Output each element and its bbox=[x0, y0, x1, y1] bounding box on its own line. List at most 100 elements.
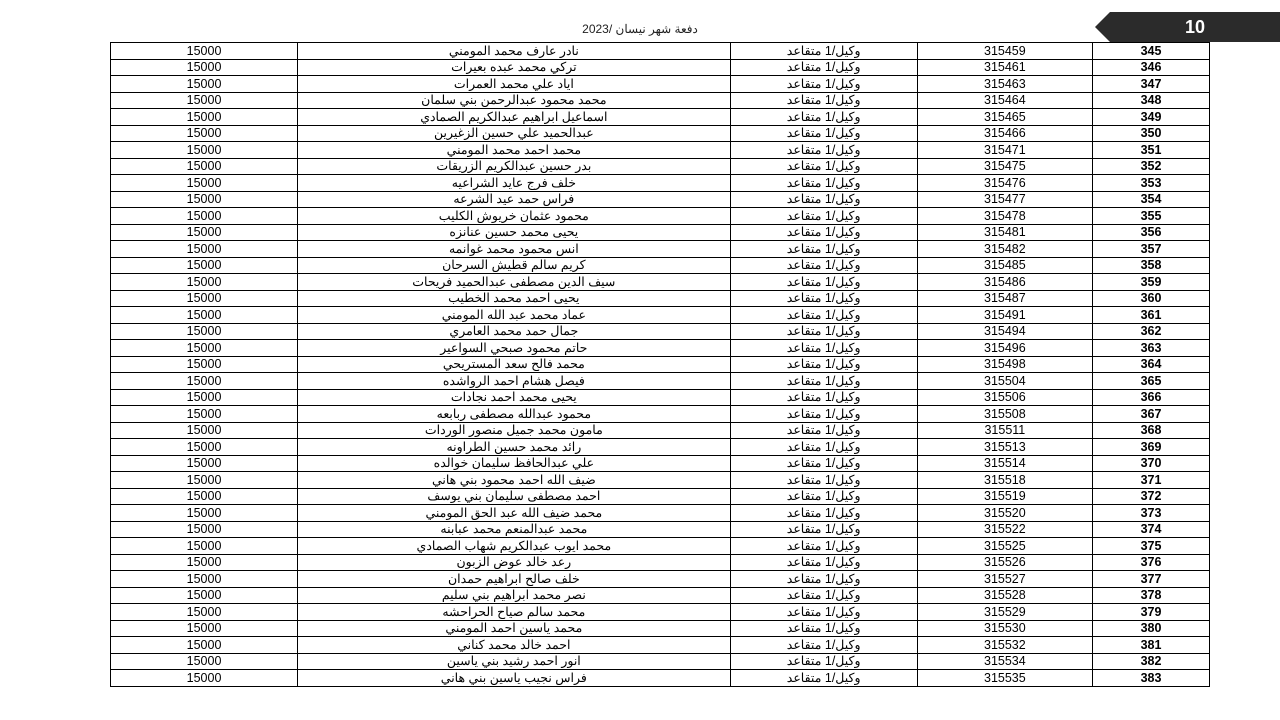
cell-rank: وكيل/1 متقاعد bbox=[730, 142, 917, 159]
cell-name: علي عبدالحافظ سليمان خوالده bbox=[298, 455, 731, 472]
cell-rank: وكيل/1 متقاعد bbox=[730, 175, 917, 192]
cell-rank: وكيل/1 متقاعد bbox=[730, 109, 917, 126]
cell-name: فراس حمد عيد الشرعه bbox=[298, 191, 731, 208]
cell-index: 348 bbox=[1093, 92, 1210, 109]
cell-index: 381 bbox=[1093, 637, 1210, 654]
table-row: 15000محمد احمد محمد المومنيوكيل/1 متقاعد… bbox=[111, 142, 1210, 159]
table-row: 15000احمد خالد محمد كنانيوكيل/1 متقاعد31… bbox=[111, 637, 1210, 654]
cell-index: 380 bbox=[1093, 620, 1210, 637]
cell-rank: وكيل/1 متقاعد bbox=[730, 191, 917, 208]
cell-amount: 15000 bbox=[111, 472, 298, 489]
cell-name: انس محمود محمد غوانمه bbox=[298, 241, 731, 258]
cell-id: 315528 bbox=[917, 587, 1092, 604]
cell-index: 371 bbox=[1093, 472, 1210, 489]
cell-name: يحيى احمد محمد الخطيب bbox=[298, 290, 731, 307]
cell-index: 346 bbox=[1093, 59, 1210, 76]
cell-name: رعد خالد عوض الزبون bbox=[298, 554, 731, 571]
table-row: 15000محمود عثمان خريوش الكليبوكيل/1 متقا… bbox=[111, 208, 1210, 225]
cell-amount: 15000 bbox=[111, 175, 298, 192]
table-row: 15000محمد عبدالمنعم محمد عبابنهوكيل/1 مت… bbox=[111, 521, 1210, 538]
cell-rank: وكيل/1 متقاعد bbox=[730, 422, 917, 439]
cell-amount: 15000 bbox=[111, 455, 298, 472]
cell-amount: 15000 bbox=[111, 109, 298, 126]
cell-rank: وكيل/1 متقاعد bbox=[730, 323, 917, 340]
cell-id: 315511 bbox=[917, 422, 1092, 439]
cell-id: 315520 bbox=[917, 505, 1092, 522]
cell-index: 370 bbox=[1093, 455, 1210, 472]
table-row: 15000انس محمود محمد غوانمهوكيل/1 متقاعد3… bbox=[111, 241, 1210, 258]
table-row: 15000محمد ضيف الله عبد الحق المومنيوكيل/… bbox=[111, 505, 1210, 522]
cell-id: 315481 bbox=[917, 224, 1092, 241]
cell-id: 315496 bbox=[917, 340, 1092, 357]
cell-index: 350 bbox=[1093, 125, 1210, 142]
cell-amount: 15000 bbox=[111, 76, 298, 93]
cell-rank: وكيل/1 متقاعد bbox=[730, 59, 917, 76]
cell-amount: 15000 bbox=[111, 521, 298, 538]
table-row: 15000محمد ياسين احمد المومنيوكيل/1 متقاع… bbox=[111, 620, 1210, 637]
cell-name: فراس نجيب ياسين بني هاني bbox=[298, 670, 731, 687]
cell-rank: وكيل/1 متقاعد bbox=[730, 521, 917, 538]
cell-name: اياد علي محمد العمرات bbox=[298, 76, 731, 93]
table-row: 15000محمود عبدالله مصطفى ربابعهوكيل/1 مت… bbox=[111, 406, 1210, 423]
cell-rank: وكيل/1 متقاعد bbox=[730, 653, 917, 670]
cell-index: 378 bbox=[1093, 587, 1210, 604]
table-row: 15000فراس حمد عيد الشرعهوكيل/1 متقاعد315… bbox=[111, 191, 1210, 208]
cell-index: 367 bbox=[1093, 406, 1210, 423]
cell-index: 347 bbox=[1093, 76, 1210, 93]
table-row: 15000يحيى محمد حسين عنانزهوكيل/1 متقاعد3… bbox=[111, 224, 1210, 241]
cell-rank: وكيل/1 متقاعد bbox=[730, 274, 917, 291]
cell-id: 315529 bbox=[917, 604, 1092, 621]
cell-id: 315491 bbox=[917, 307, 1092, 324]
cell-amount: 15000 bbox=[111, 653, 298, 670]
cell-amount: 15000 bbox=[111, 406, 298, 423]
table-row: 15000احمد مصطفى سليمان بني يوسفوكيل/1 مت… bbox=[111, 488, 1210, 505]
cell-name: محمود عثمان خريوش الكليب bbox=[298, 208, 731, 225]
cell-rank: وكيل/1 متقاعد bbox=[730, 439, 917, 456]
cell-rank: وكيل/1 متقاعد bbox=[730, 340, 917, 357]
cell-index: 362 bbox=[1093, 323, 1210, 340]
cell-rank: وكيل/1 متقاعد bbox=[730, 670, 917, 687]
cell-id: 315494 bbox=[917, 323, 1092, 340]
cell-id: 315498 bbox=[917, 356, 1092, 373]
cell-name: محمد احمد محمد المومني bbox=[298, 142, 731, 159]
cell-id: 315526 bbox=[917, 554, 1092, 571]
cell-name: محمد محمود عبدالرحمن بني سلمان bbox=[298, 92, 731, 109]
cell-index: 363 bbox=[1093, 340, 1210, 357]
cell-id: 315478 bbox=[917, 208, 1092, 225]
cell-rank: وكيل/1 متقاعد bbox=[730, 554, 917, 571]
cell-name: احمد مصطفى سليمان بني يوسف bbox=[298, 488, 731, 505]
cell-name: خلف فرج عايد الشراعيه bbox=[298, 175, 731, 192]
cell-name: محمد سالم صياح الحراحشه bbox=[298, 604, 731, 621]
cell-amount: 15000 bbox=[111, 142, 298, 159]
cell-amount: 15000 bbox=[111, 257, 298, 274]
cell-index: 351 bbox=[1093, 142, 1210, 159]
cell-index: 355 bbox=[1093, 208, 1210, 225]
table-row: 15000جمال حمد محمد العامريوكيل/1 متقاعد3… bbox=[111, 323, 1210, 340]
data-table: 15000نادر عارف محمد المومنيوكيل/1 متقاعد… bbox=[110, 42, 1210, 687]
table-row: 15000اياد علي محمد العمراتوكيل/1 متقاعد3… bbox=[111, 76, 1210, 93]
cell-amount: 15000 bbox=[111, 620, 298, 637]
cell-name: محمد عبدالمنعم محمد عبابنه bbox=[298, 521, 731, 538]
cell-id: 315475 bbox=[917, 158, 1092, 175]
cell-id: 315465 bbox=[917, 109, 1092, 126]
cell-id: 315518 bbox=[917, 472, 1092, 489]
cell-index: 352 bbox=[1093, 158, 1210, 175]
cell-index: 377 bbox=[1093, 571, 1210, 588]
table-row: 15000مامون محمد جميل منصور الورداتوكيل/1… bbox=[111, 422, 1210, 439]
cell-amount: 15000 bbox=[111, 604, 298, 621]
cell-rank: وكيل/1 متقاعد bbox=[730, 158, 917, 175]
cell-id: 315477 bbox=[917, 191, 1092, 208]
cell-rank: وكيل/1 متقاعد bbox=[730, 43, 917, 60]
cell-id: 315464 bbox=[917, 92, 1092, 109]
cell-name: كريم سالم قطيش السرحان bbox=[298, 257, 731, 274]
cell-index: 372 bbox=[1093, 488, 1210, 505]
cell-rank: وكيل/1 متقاعد bbox=[730, 472, 917, 489]
page-title: دفعة شهر نيسان /2023 bbox=[60, 22, 1220, 36]
cell-rank: وكيل/1 متقاعد bbox=[730, 257, 917, 274]
cell-amount: 15000 bbox=[111, 670, 298, 687]
cell-name: عماد محمد عبد الله المومني bbox=[298, 307, 731, 324]
table-row: 15000حاتم محمود صبحي السواعيروكيل/1 متقا… bbox=[111, 340, 1210, 357]
table-row: 15000يحيى احمد محمد الخطيبوكيل/1 متقاعد3… bbox=[111, 290, 1210, 307]
table-row: 15000بدر حسين عبدالكريم الزريقاتوكيل/1 م… bbox=[111, 158, 1210, 175]
cell-name: رائد محمد حسين الطراونه bbox=[298, 439, 731, 456]
